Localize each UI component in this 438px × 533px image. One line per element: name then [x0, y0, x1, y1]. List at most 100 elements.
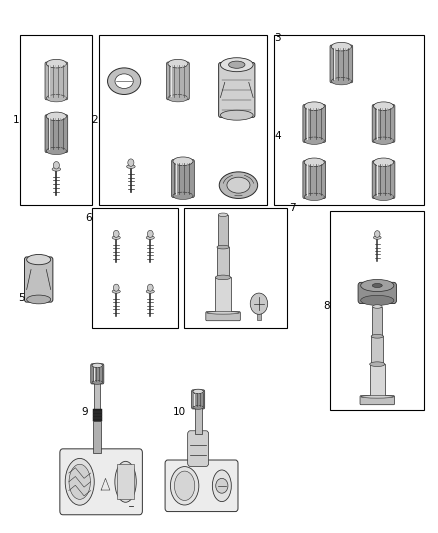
Ellipse shape: [170, 466, 199, 505]
Ellipse shape: [168, 59, 188, 68]
FancyBboxPatch shape: [91, 364, 104, 384]
Bar: [257, 304, 261, 320]
Circle shape: [216, 479, 228, 493]
Ellipse shape: [304, 102, 324, 110]
Ellipse shape: [217, 245, 229, 249]
Ellipse shape: [69, 464, 90, 499]
Circle shape: [250, 293, 268, 314]
Ellipse shape: [52, 167, 60, 171]
Text: 3: 3: [274, 33, 281, 43]
Ellipse shape: [168, 94, 188, 102]
Ellipse shape: [220, 58, 253, 71]
Circle shape: [374, 231, 380, 237]
FancyBboxPatch shape: [303, 104, 325, 142]
Ellipse shape: [46, 112, 67, 120]
Text: 9: 9: [81, 407, 88, 417]
Bar: [93, 409, 102, 421]
Ellipse shape: [360, 279, 394, 292]
Ellipse shape: [372, 284, 382, 287]
FancyBboxPatch shape: [166, 62, 189, 100]
FancyBboxPatch shape: [330, 45, 353, 83]
Bar: [92, 208, 177, 328]
Ellipse shape: [108, 68, 141, 94]
FancyBboxPatch shape: [187, 431, 208, 466]
Ellipse shape: [207, 311, 240, 314]
Bar: [218, 215, 228, 247]
Circle shape: [53, 161, 60, 169]
Ellipse shape: [112, 236, 120, 239]
Circle shape: [147, 284, 153, 291]
Bar: [117, 464, 134, 499]
Bar: [194, 407, 201, 434]
FancyBboxPatch shape: [165, 460, 238, 512]
Ellipse shape: [374, 236, 381, 239]
Ellipse shape: [220, 110, 253, 120]
Bar: [94, 382, 100, 409]
Ellipse shape: [374, 158, 394, 167]
Circle shape: [113, 284, 119, 291]
Ellipse shape: [229, 61, 245, 68]
Bar: [371, 336, 383, 364]
Circle shape: [113, 230, 119, 237]
Text: 7: 7: [289, 203, 296, 213]
Ellipse shape: [173, 157, 193, 166]
Ellipse shape: [92, 363, 102, 368]
FancyBboxPatch shape: [191, 390, 205, 409]
Ellipse shape: [27, 254, 51, 265]
FancyBboxPatch shape: [60, 449, 142, 515]
FancyBboxPatch shape: [45, 62, 68, 100]
Ellipse shape: [212, 470, 231, 502]
Ellipse shape: [361, 395, 394, 398]
Ellipse shape: [174, 471, 195, 500]
Ellipse shape: [218, 213, 228, 216]
Text: 5: 5: [18, 293, 25, 303]
Ellipse shape: [146, 236, 154, 239]
Ellipse shape: [215, 275, 231, 280]
Text: 4: 4: [274, 131, 281, 141]
Ellipse shape: [374, 137, 394, 144]
Ellipse shape: [27, 295, 51, 304]
Ellipse shape: [115, 74, 133, 88]
FancyBboxPatch shape: [45, 115, 68, 152]
Ellipse shape: [65, 458, 94, 505]
Ellipse shape: [374, 102, 394, 110]
Ellipse shape: [46, 94, 67, 102]
FancyBboxPatch shape: [303, 161, 325, 198]
Ellipse shape: [227, 177, 250, 193]
Ellipse shape: [219, 172, 258, 198]
Ellipse shape: [193, 389, 203, 394]
Ellipse shape: [115, 462, 136, 502]
Circle shape: [128, 159, 134, 166]
Ellipse shape: [360, 295, 394, 305]
Text: 2: 2: [92, 115, 98, 125]
Ellipse shape: [372, 305, 382, 308]
FancyBboxPatch shape: [358, 282, 396, 304]
Bar: [215, 277, 231, 313]
FancyBboxPatch shape: [206, 312, 240, 321]
Bar: [330, 211, 424, 410]
Text: 10: 10: [173, 407, 186, 417]
Ellipse shape: [331, 42, 351, 51]
Ellipse shape: [304, 137, 324, 144]
Ellipse shape: [193, 406, 203, 409]
Ellipse shape: [331, 77, 351, 85]
Text: 6: 6: [85, 213, 92, 223]
Bar: [184, 208, 287, 328]
FancyBboxPatch shape: [219, 62, 255, 117]
Bar: [93, 421, 101, 453]
Ellipse shape: [304, 193, 324, 200]
Bar: [370, 364, 385, 397]
FancyBboxPatch shape: [372, 104, 395, 142]
Ellipse shape: [127, 165, 135, 168]
FancyBboxPatch shape: [360, 395, 395, 405]
Ellipse shape: [374, 193, 394, 200]
Bar: [217, 247, 229, 277]
Bar: [274, 35, 424, 205]
Bar: [20, 35, 92, 205]
Ellipse shape: [371, 334, 383, 338]
Ellipse shape: [304, 158, 324, 167]
FancyBboxPatch shape: [172, 160, 194, 197]
Text: 8: 8: [323, 301, 329, 311]
Bar: [372, 306, 382, 336]
Ellipse shape: [173, 192, 193, 199]
